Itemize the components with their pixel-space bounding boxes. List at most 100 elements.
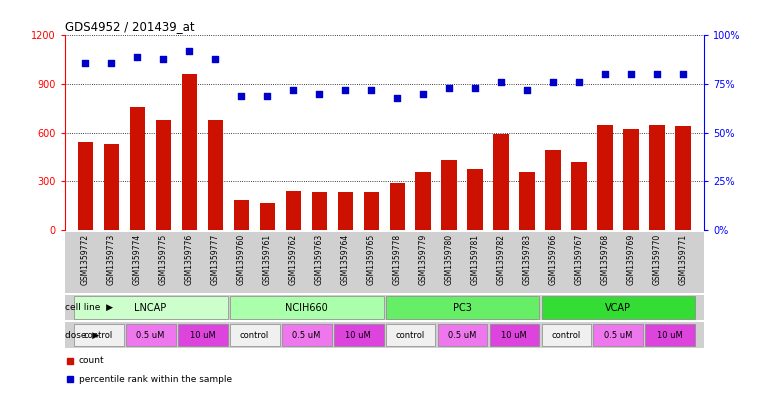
Bar (182, 74, 197, 230)
Bar (542, 296, 696, 319)
Bar (156, 119, 171, 230)
Bar (129, 107, 145, 230)
Bar (623, 129, 639, 230)
Text: GSM1359769: GSM1359769 (626, 234, 635, 285)
Text: GSM1359770: GSM1359770 (653, 234, 661, 285)
Bar (74, 296, 228, 319)
Point (183, 48, 196, 54)
Bar (649, 125, 665, 230)
Text: GSM1359761: GSM1359761 (263, 234, 272, 285)
Point (209, 55, 221, 62)
Text: NCIH660: NCIH660 (285, 303, 328, 312)
Point (651, 71, 664, 77)
Bar (489, 324, 540, 346)
Point (677, 71, 689, 77)
Text: 10 uM: 10 uM (501, 331, 527, 340)
Point (339, 87, 352, 93)
Text: control: control (84, 331, 113, 340)
Point (365, 87, 377, 93)
Point (314, 90, 326, 97)
Text: GSM1359777: GSM1359777 (211, 234, 220, 285)
Bar (493, 134, 509, 230)
Bar (364, 192, 379, 230)
Text: cell line  ▶: cell line ▶ (65, 303, 113, 312)
Text: GSM1359772: GSM1359772 (81, 234, 90, 285)
Point (547, 79, 559, 85)
Bar (333, 324, 384, 346)
Text: GSM1359773: GSM1359773 (107, 234, 116, 285)
Bar (178, 324, 228, 346)
Text: VCAP: VCAP (605, 303, 631, 312)
Text: GSM1359783: GSM1359783 (523, 234, 532, 285)
Bar (594, 324, 643, 346)
Bar (546, 151, 561, 230)
Text: 10 uM: 10 uM (189, 331, 215, 340)
Bar (285, 191, 301, 230)
Bar (311, 192, 327, 230)
Text: 0.5 uM: 0.5 uM (292, 331, 320, 340)
Bar (441, 160, 457, 230)
Point (235, 92, 247, 99)
Bar (542, 324, 591, 346)
Point (261, 92, 273, 99)
Text: GSM1359767: GSM1359767 (575, 234, 584, 285)
Bar (390, 183, 405, 230)
Text: GSM1359763: GSM1359763 (315, 234, 324, 285)
Text: GSM1359782: GSM1359782 (497, 234, 506, 285)
Bar (103, 144, 119, 230)
Point (158, 55, 170, 62)
Bar (645, 324, 696, 346)
Bar (126, 324, 176, 346)
Text: GSM1359771: GSM1359771 (679, 234, 688, 285)
Bar (230, 296, 384, 319)
Bar (416, 171, 431, 230)
Point (287, 87, 299, 93)
Text: GSM1359764: GSM1359764 (341, 234, 350, 285)
Bar (597, 125, 613, 230)
Bar (438, 324, 488, 346)
Bar (572, 162, 587, 230)
Bar (230, 324, 279, 346)
Bar (675, 126, 691, 230)
Text: GSM1359781: GSM1359781 (471, 234, 479, 285)
Text: dose  ▶: dose ▶ (65, 331, 100, 340)
Text: 0.5 uM: 0.5 uM (448, 331, 476, 340)
Text: 0.5 uM: 0.5 uM (136, 331, 164, 340)
Point (495, 79, 508, 85)
Bar (260, 203, 275, 230)
Text: GSM1359768: GSM1359768 (600, 234, 610, 285)
Bar (282, 324, 332, 346)
Text: GSM1359762: GSM1359762 (289, 234, 298, 285)
Text: count: count (78, 356, 104, 365)
Point (132, 53, 144, 60)
Bar (520, 171, 535, 230)
Text: GSM1359779: GSM1359779 (419, 234, 428, 285)
Point (470, 85, 482, 91)
Text: GSM1359774: GSM1359774 (133, 234, 142, 285)
Text: 0.5 uM: 0.5 uM (604, 331, 632, 340)
Text: control: control (396, 331, 425, 340)
Text: GSM1359765: GSM1359765 (367, 234, 376, 285)
Text: 10 uM: 10 uM (658, 331, 683, 340)
Text: control: control (552, 331, 581, 340)
Text: control: control (240, 331, 269, 340)
Point (79, 59, 91, 66)
Bar (386, 324, 435, 346)
Text: percentile rank within the sample: percentile rank within the sample (78, 375, 232, 384)
Bar (467, 169, 483, 230)
Text: PC3: PC3 (453, 303, 472, 312)
Point (521, 87, 533, 93)
Text: GSM1359776: GSM1359776 (185, 234, 194, 285)
Text: GSM1359760: GSM1359760 (237, 234, 246, 285)
Bar (208, 119, 223, 230)
Point (105, 59, 117, 66)
Point (417, 90, 429, 97)
Text: GDS4952 / 201439_at: GDS4952 / 201439_at (65, 20, 194, 33)
Point (443, 85, 455, 91)
Point (391, 94, 403, 101)
Bar (74, 324, 124, 346)
Text: GSM1359775: GSM1359775 (159, 234, 168, 285)
Bar (234, 200, 249, 230)
Text: GSM1359778: GSM1359778 (393, 234, 402, 285)
Bar (386, 296, 540, 319)
